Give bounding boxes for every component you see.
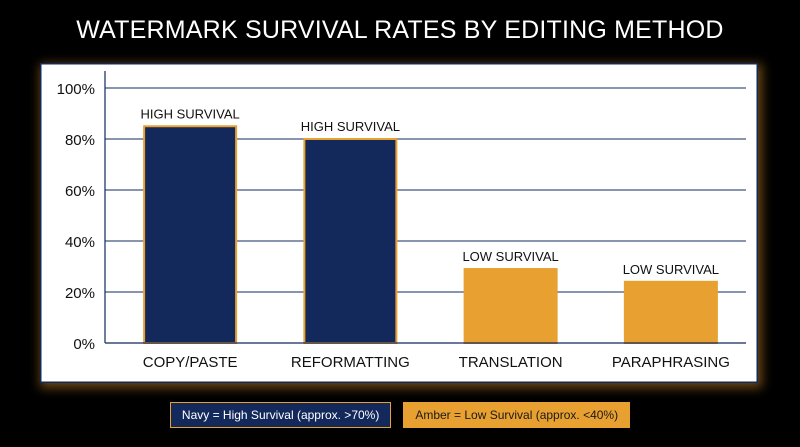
bar-annotation: LOW SURVIVAL (462, 249, 558, 264)
bar (623, 280, 718, 345)
plot-frame (40, 63, 758, 383)
y-tick-label: 100% (57, 81, 95, 98)
chart-panel: 0% 20% 40% 60% 80% 100% HIGH SURVIVAL HIGH SUR… (40, 63, 758, 383)
y-tick-label: 20% (65, 285, 95, 302)
y-axis-ticks: 0% 20% 40% 60% 80% 100% (57, 81, 95, 353)
x-tick-label: REFORMATTING (291, 354, 410, 371)
y-tick-label: 60% (65, 183, 95, 200)
x-tick-label: TRANSLATION (459, 354, 563, 371)
bar-labels: HIGH SURVIVAL HIGH SURVIVAL LOW SURVIVAL LO… (141, 106, 720, 277)
bar-annotation: LOW SURVIVAL (623, 262, 719, 277)
x-axis-ticks: COPY/PASTE REFORMATTING TRANSLATION PARAPHR… (143, 354, 730, 371)
bar (463, 268, 558, 344)
y-tick-label: 40% (65, 234, 95, 251)
y-tick-label: 0% (73, 336, 95, 353)
x-tick-label: COPY/PASTE (143, 354, 238, 371)
chart-title: WATERMARK SURVIVAL RATES BY EDITING METH… (76, 16, 724, 44)
legend-item-high-survival: Navy = High Survival (approx. >70%) (169, 402, 392, 428)
bars (143, 125, 718, 345)
y-tick-label: 80% (65, 132, 95, 149)
bar (143, 125, 238, 344)
bar-annotation: HIGH SURVIVAL (141, 106, 240, 121)
x-tick-label: PARAPHRASING (612, 354, 730, 371)
legend: Navy = High Survival (approx. >70%) Ambe… (0, 402, 800, 428)
bar-annotation: HIGH SURVIVAL (301, 119, 400, 134)
bar (303, 138, 398, 344)
legend-item-low-survival: Amber = Low Survival (approx. <40%) (403, 402, 631, 428)
